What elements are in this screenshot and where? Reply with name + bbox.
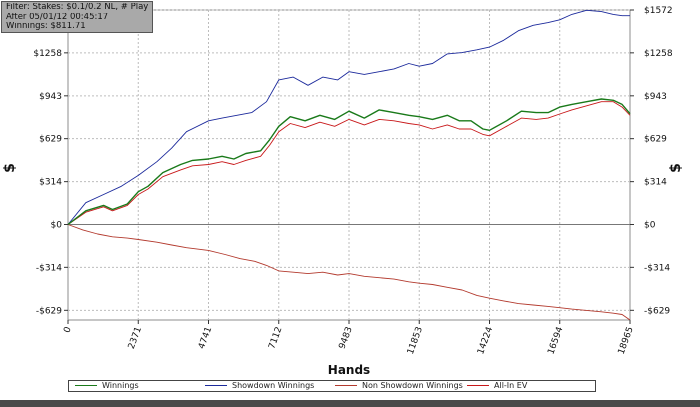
legend-label-all-in-ev: All-In EV [494, 381, 528, 390]
y-tick-label-left: -$314 [36, 263, 62, 273]
x-tick-label: 4741 [197, 326, 214, 351]
y-tick-label-right: $943 [644, 92, 667, 102]
legend-swatch-all-in-ev [467, 385, 489, 386]
series-line-showdown-winnings [67, 9, 630, 225]
y-tick-label-right: -$314 [644, 263, 670, 273]
y-tick-label-left: $943 [39, 92, 62, 102]
legend-label-showdown-winnings: Showdown Winnings [232, 381, 315, 390]
y-axis-title-left: $ [2, 163, 18, 173]
y-tick-label-left: $0 [51, 220, 63, 230]
y-tick-label-left: -$629 [36, 306, 62, 316]
y-tick-label-right: $629 [644, 135, 667, 145]
x-tick-label: 11853 [406, 326, 425, 356]
y-tick-label-right: $314 [644, 178, 667, 188]
y-tick-label-left: $629 [39, 135, 62, 145]
y-tick-label-left: $1258 [33, 49, 62, 59]
filter-text: Filter: Stakes: $0.1/0.2 NL, # Players [6, 3, 148, 12]
plot-area [67, 9, 631, 321]
x-tick-label: 0 [62, 325, 73, 334]
x-tick-label: 2371 [127, 326, 144, 351]
y-tick-label-right: $1258 [644, 49, 673, 59]
legend: Winnings Showdown Winnings Non Showdown … [68, 380, 596, 392]
x-axis-title: Hands [328, 363, 370, 377]
series-line-winnings [67, 98, 631, 226]
x-axis: 0 2371 4741 7112 9483 11853 14224 16594 18965 [62, 320, 636, 356]
y-tick-label-right: $1572 [644, 6, 673, 16]
legend-item-winnings: Winnings [75, 381, 139, 391]
series-layer [67, 9, 631, 321]
legend-label-winnings: Winnings [102, 381, 139, 390]
legend-swatch-showdown-winnings [205, 385, 227, 386]
y-tick-label-right: $0 [644, 220, 656, 230]
y-tick-label-right: -$629 [644, 306, 670, 316]
y-axis-right: -$629 -$314 $0 $314 $629 $943 $1258 $1572 [630, 6, 673, 316]
x-tick-label: 16594 [546, 325, 565, 356]
legend-swatch-winnings [75, 385, 97, 386]
x-tick-label: 9483 [338, 326, 355, 351]
series-line-all-in-ev [67, 101, 631, 225]
after-date-text: After 05/01/12 00:45:17 [6, 12, 109, 22]
grid [68, 9, 630, 320]
legend-item-showdown-winnings: Showdown Winnings [205, 381, 314, 391]
y-axis-title-right: $ [668, 163, 684, 173]
x-tick-label: 14224 [476, 325, 495, 356]
legend-item-non-showdown-winnings: Non Showdown Winnings [335, 381, 463, 391]
winnings-text: Winnings: $811.71 [6, 22, 86, 32]
y-axis-left: -$629-$314$0$314$629$943$1258$1572 [33, 6, 68, 316]
legend-swatch-non-showdown-winnings [335, 385, 357, 386]
x-tick-label: 7112 [267, 326, 284, 351]
window-frame-bottom [0, 400, 700, 407]
legend-label-non-showdown-winnings: Non Showdown Winnings [362, 381, 463, 390]
series-line-non-showdown-winnings [67, 224, 631, 321]
x-tick-label: 18965 [617, 326, 636, 356]
legend-item-all-in-ev: All-In EV [467, 381, 527, 391]
y-tick-label-left: $314 [39, 178, 62, 188]
filter-info-box: Filter: Stakes: $0.1/0.2 NL, # Players A… [1, 1, 153, 33]
